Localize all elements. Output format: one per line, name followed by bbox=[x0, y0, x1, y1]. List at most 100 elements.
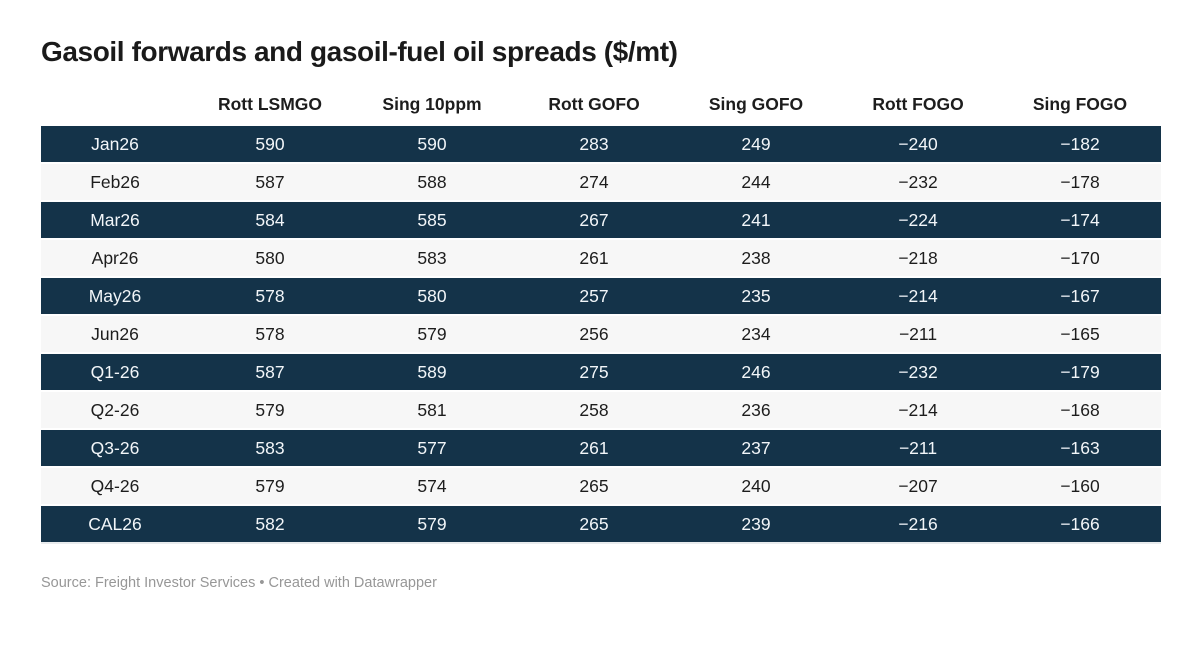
cell: 590 bbox=[351, 126, 513, 164]
cell: −240 bbox=[837, 126, 999, 164]
cell: 235 bbox=[675, 277, 837, 316]
cell: 589 bbox=[351, 353, 513, 392]
cell: −166 bbox=[999, 505, 1161, 544]
cell: −160 bbox=[999, 467, 1161, 506]
cell: 240 bbox=[675, 467, 837, 506]
row-label: May26 bbox=[41, 277, 189, 316]
cell: 246 bbox=[675, 353, 837, 392]
row-label: Apr26 bbox=[41, 239, 189, 278]
source-line: Source: Freight Investor Services • Crea… bbox=[41, 575, 1160, 591]
cell: 590 bbox=[189, 126, 351, 164]
cell: 580 bbox=[189, 239, 351, 278]
cell: −211 bbox=[837, 315, 999, 354]
cell: 579 bbox=[351, 505, 513, 544]
table-row-cal26: CAL26 582 579 265 239 −216 −166 bbox=[41, 505, 1161, 544]
cell: 283 bbox=[513, 126, 675, 164]
cell: 258 bbox=[513, 391, 675, 430]
chart-title: Gasoil forwards and gasoil-fuel oil spre… bbox=[41, 36, 678, 67]
table-row-q4-26: Q4-26 579 574 265 240 −207 −160 bbox=[41, 467, 1161, 506]
cell: 578 bbox=[189, 277, 351, 316]
row-label: CAL26 bbox=[41, 505, 189, 544]
cell: 256 bbox=[513, 315, 675, 354]
cell: 581 bbox=[351, 391, 513, 430]
cell: 267 bbox=[513, 201, 675, 240]
cell: −224 bbox=[837, 201, 999, 240]
cell: 577 bbox=[351, 429, 513, 468]
cell: 582 bbox=[189, 505, 351, 544]
cell: −211 bbox=[837, 429, 999, 468]
cell: −232 bbox=[837, 353, 999, 392]
cell: −170 bbox=[999, 239, 1161, 278]
table-row-jan26: Jan26 590 590 283 249 −240 −182 bbox=[41, 126, 1161, 164]
cell: 587 bbox=[189, 353, 351, 392]
cell: −179 bbox=[999, 353, 1161, 392]
column-header-sing-gofo: Sing GOFO bbox=[708, 94, 804, 114]
cell: 261 bbox=[513, 239, 675, 278]
column-header-rott-fogo: Rott FOGO bbox=[872, 94, 964, 114]
column-header-rott-gofo: Rott GOFO bbox=[548, 94, 640, 114]
cell: 583 bbox=[189, 429, 351, 468]
table-row-apr26: Apr26 580 583 261 238 −218 −170 bbox=[41, 239, 1161, 278]
cell: 583 bbox=[351, 239, 513, 278]
cell: −165 bbox=[999, 315, 1161, 354]
table-row-may26: May26 578 580 257 235 −214 −167 bbox=[41, 277, 1161, 316]
source-text: Source: Freight Investor Services • Crea… bbox=[41, 575, 437, 591]
row-label: Q2-26 bbox=[41, 391, 189, 430]
column-header-sing-fogo: Sing FOGO bbox=[1032, 94, 1128, 114]
cell: 261 bbox=[513, 429, 675, 468]
cell: −216 bbox=[837, 505, 999, 544]
cell: −163 bbox=[999, 429, 1161, 468]
column-header-sing-10ppm: Sing 10ppm bbox=[382, 94, 482, 114]
cell: 241 bbox=[675, 201, 837, 240]
cell: 578 bbox=[189, 315, 351, 354]
cell: 587 bbox=[189, 163, 351, 202]
row-label: Jan26 bbox=[41, 126, 189, 164]
row-label: Q3-26 bbox=[41, 429, 189, 468]
data-table: Rott LSMGO Sing 10ppm Rott GOFO Sing GOF… bbox=[41, 90, 1161, 544]
header-row: Rott LSMGO Sing 10ppm Rott GOFO Sing GOF… bbox=[41, 90, 1161, 126]
cell: 584 bbox=[189, 201, 351, 240]
cell: 238 bbox=[675, 239, 837, 278]
column-header-rott-lsmgo: Rott LSMGO bbox=[217, 94, 322, 114]
cell: 588 bbox=[351, 163, 513, 202]
cell: −214 bbox=[837, 277, 999, 316]
cell: 274 bbox=[513, 163, 675, 202]
cell: 234 bbox=[675, 315, 837, 354]
row-label: Mar26 bbox=[41, 201, 189, 240]
cell: 265 bbox=[513, 505, 675, 544]
cell: −207 bbox=[837, 467, 999, 506]
cell: 579 bbox=[189, 467, 351, 506]
cell: 239 bbox=[675, 505, 837, 544]
cell: 244 bbox=[675, 163, 837, 202]
cell: −168 bbox=[999, 391, 1161, 430]
table-row-feb26: Feb26 587 588 274 244 −232 −178 bbox=[41, 163, 1161, 202]
cell: −182 bbox=[999, 126, 1161, 164]
cell: 579 bbox=[351, 315, 513, 354]
cell: 257 bbox=[513, 277, 675, 316]
table-row-q2-26: Q2-26 579 581 258 236 −214 −168 bbox=[41, 391, 1161, 430]
cell: −214 bbox=[837, 391, 999, 430]
cell: −178 bbox=[999, 163, 1161, 202]
table-row-q3-26: Q3-26 583 577 261 237 −211 −163 bbox=[41, 429, 1161, 468]
cell: −167 bbox=[999, 277, 1161, 316]
cell: 580 bbox=[351, 277, 513, 316]
cell: −232 bbox=[837, 163, 999, 202]
column-header-blank bbox=[41, 90, 189, 126]
cell: 579 bbox=[189, 391, 351, 430]
table-row-mar26: Mar26 584 585 267 241 −224 −174 bbox=[41, 201, 1161, 240]
cell: 585 bbox=[351, 201, 513, 240]
cell: 265 bbox=[513, 467, 675, 506]
row-label: Jun26 bbox=[41, 315, 189, 354]
row-label: Q4-26 bbox=[41, 467, 189, 506]
row-label: Q1-26 bbox=[41, 353, 189, 392]
cell: 236 bbox=[675, 391, 837, 430]
cell: 249 bbox=[675, 126, 837, 164]
cell: −174 bbox=[999, 201, 1161, 240]
row-label: Feb26 bbox=[41, 163, 189, 202]
cell: 574 bbox=[351, 467, 513, 506]
cell: −218 bbox=[837, 239, 999, 278]
table-row-jun26: Jun26 578 579 256 234 −211 −165 bbox=[41, 315, 1161, 354]
cell: 237 bbox=[675, 429, 837, 468]
table-row-q1-26: Q1-26 587 589 275 246 −232 −179 bbox=[41, 353, 1161, 392]
